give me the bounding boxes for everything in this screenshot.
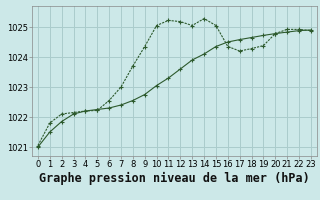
X-axis label: Graphe pression niveau de la mer (hPa): Graphe pression niveau de la mer (hPa): [39, 172, 310, 185]
